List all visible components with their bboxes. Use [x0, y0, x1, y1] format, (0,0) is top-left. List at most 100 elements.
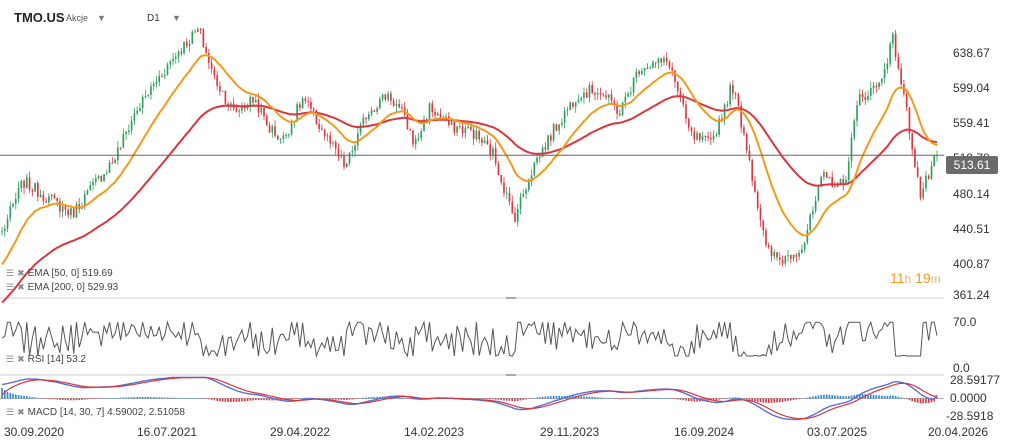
macd-histogram-bar — [398, 397, 400, 399]
macd-histogram-bar — [409, 398, 412, 399]
candle-body — [745, 133, 748, 151]
macd-histogram-bar — [279, 398, 282, 401]
candle-body — [42, 194, 45, 201]
macd-histogram-bar — [577, 396, 580, 399]
instrument-type-label[interactable]: Akcje — [66, 13, 89, 23]
candle-body — [174, 56, 177, 59]
macd-histogram-bar — [721, 398, 723, 400]
macd-histogram-bar — [610, 398, 613, 399]
candle-body — [97, 175, 100, 179]
macd-histogram-bar — [552, 395, 555, 399]
candle-body — [25, 177, 28, 188]
candle-body — [795, 254, 798, 257]
candle-body — [489, 144, 492, 155]
candle-body — [812, 210, 814, 215]
candle-body — [381, 94, 384, 99]
symbol-label[interactable]: TMO.US — [14, 10, 65, 25]
rsi-line — [1, 320, 938, 358]
candle-body — [721, 118, 723, 120]
candle-body — [654, 62, 657, 64]
candle-body — [652, 62, 654, 68]
macd-histogram-bar — [654, 397, 657, 399]
macd-histogram-bar — [845, 396, 847, 399]
macd-histogram-bar — [889, 395, 891, 399]
legend-ema200: ☰ ✖ EMA [200, 0] 529.93 — [6, 282, 118, 293]
ema200-remove-icon[interactable]: ✖ — [17, 282, 25, 292]
candle-body — [803, 242, 806, 250]
candle-body — [536, 157, 538, 163]
rsi-settings-icon[interactable]: ☰ — [6, 354, 15, 364]
ema200-settings-icon[interactable]: ☰ — [6, 282, 15, 292]
candle-body — [337, 148, 340, 157]
candle-body — [492, 148, 494, 155]
candle-body — [103, 174, 105, 182]
candle-body — [778, 257, 781, 260]
candle-body — [883, 68, 886, 79]
macd-histogram-bar — [814, 395, 817, 399]
macd-histogram-bar — [886, 395, 889, 399]
macd-histogram-bar — [92, 398, 94, 399]
timeframe-chevron-down-icon[interactable]: ▼ — [172, 13, 181, 23]
macd-histogram-bar — [544, 396, 547, 399]
candle-body — [1, 231, 3, 233]
candle-body — [125, 131, 127, 134]
candle-body — [483, 140, 486, 143]
macd-histogram-bar — [657, 397, 660, 399]
macd-histogram-bar — [707, 398, 709, 401]
candle-body — [414, 138, 417, 145]
candle-body — [847, 161, 850, 180]
candle-body — [698, 133, 701, 140]
rsi-axis-tick: 0.0 — [953, 361, 970, 375]
macd-histogram-bar — [823, 394, 825, 399]
candle-body — [668, 61, 671, 68]
candle-body — [555, 124, 558, 131]
candle-body — [916, 167, 919, 177]
candle-body — [122, 133, 125, 148]
ema50-remove-icon[interactable]: ✖ — [17, 268, 25, 278]
macd-histogram-bar — [497, 398, 500, 400]
candle-body — [825, 172, 828, 179]
macd-histogram-bar — [732, 397, 734, 399]
macd-histogram-bar — [141, 396, 144, 399]
macd-histogram-bar — [729, 397, 731, 399]
candle-body — [905, 93, 908, 108]
candle-body — [428, 103, 431, 120]
date-axis-tick: 16.07.2021 — [137, 425, 198, 439]
candle-body — [152, 83, 155, 87]
macd-histogram-bar — [219, 398, 221, 402]
candle-body — [853, 120, 856, 138]
macd-remove-icon[interactable]: ✖ — [17, 407, 25, 417]
candle-body — [3, 228, 6, 232]
candle-body — [908, 107, 911, 134]
macd-histogram-bar — [356, 398, 359, 399]
rsi-remove-icon[interactable]: ✖ — [17, 354, 25, 364]
macd-histogram-bar — [155, 397, 158, 399]
macd-histogram-bar — [332, 398, 334, 400]
macd-histogram-bar — [139, 397, 141, 399]
macd-histogram-bar — [395, 397, 398, 399]
candle-body — [514, 212, 516, 222]
macd-histogram-bar — [365, 397, 367, 399]
symbol-chevron-down-icon[interactable]: ▼ — [97, 13, 106, 23]
macd-histogram-bar — [216, 398, 218, 401]
timeframe-selector[interactable]: D1 — [147, 13, 160, 24]
macd-histogram-bar — [561, 395, 563, 399]
macd-histogram-bar — [343, 398, 345, 401]
macd-histogram-bar — [930, 398, 933, 403]
macd-histogram-bar — [20, 395, 23, 399]
ema50-settings-icon[interactable]: ☰ — [6, 268, 15, 278]
candle-body — [530, 175, 533, 183]
macd-histogram-bar — [249, 398, 252, 401]
candle-body — [224, 90, 227, 104]
candle-body — [354, 145, 356, 151]
macd-histogram-bar — [75, 398, 78, 401]
macd-histogram-bar — [183, 398, 185, 399]
candle-body — [789, 255, 792, 259]
candle-body — [268, 125, 271, 133]
candle-body — [544, 147, 547, 150]
macd-settings-icon[interactable]: ☰ — [6, 407, 15, 417]
macd-histogram-bar — [767, 398, 770, 403]
macd-histogram-bar — [505, 398, 508, 401]
candle-body — [92, 181, 94, 186]
